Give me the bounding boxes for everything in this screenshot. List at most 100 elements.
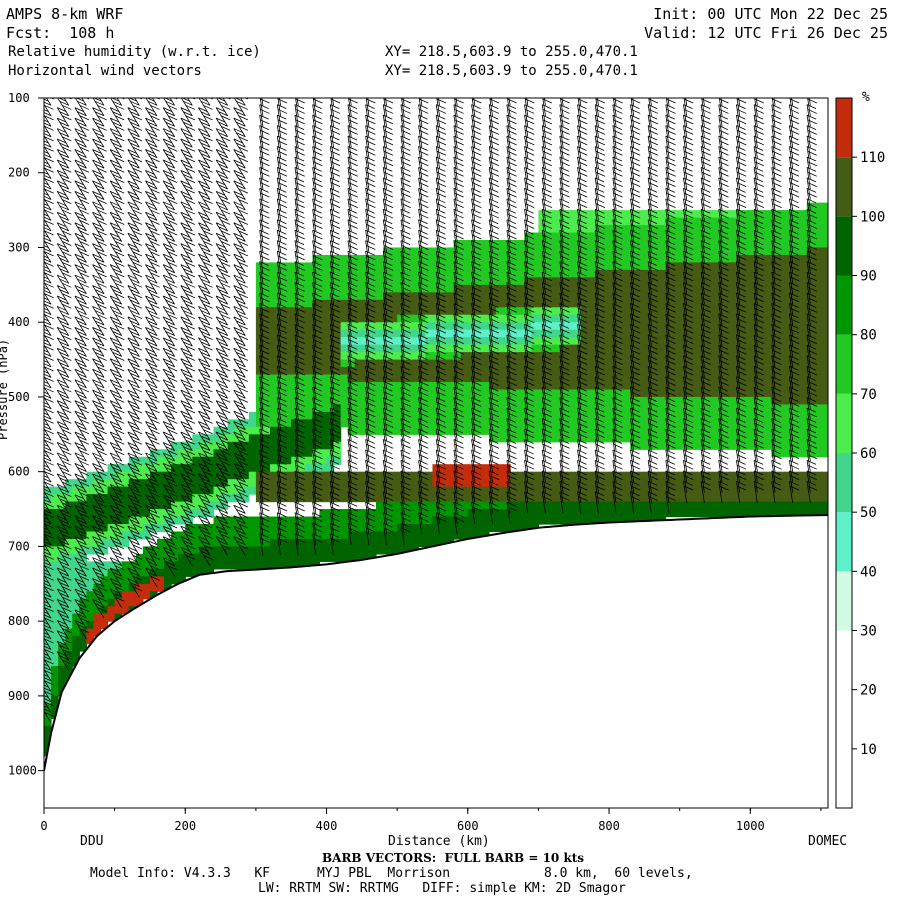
rh-cell bbox=[552, 486, 561, 495]
rh-cell bbox=[764, 225, 773, 234]
rh-cell bbox=[778, 217, 787, 226]
rh-cell bbox=[453, 344, 462, 353]
barb-staff bbox=[92, 546, 105, 567]
barb-flag bbox=[62, 513, 72, 518]
rh-cell bbox=[573, 225, 582, 234]
rh-cell bbox=[587, 516, 596, 525]
rh-cell bbox=[100, 516, 109, 525]
rh-cell bbox=[722, 486, 730, 495]
barb-staff bbox=[92, 505, 105, 525]
rh-cell bbox=[298, 269, 306, 278]
rh-cell bbox=[93, 591, 102, 600]
wind-barb bbox=[109, 431, 125, 451]
barb-staff bbox=[74, 243, 87, 263]
rh-cell bbox=[820, 247, 828, 256]
rh-cell bbox=[234, 553, 243, 562]
rh-cell bbox=[397, 262, 405, 271]
rh-cell bbox=[813, 299, 822, 308]
rh-cell bbox=[333, 367, 342, 376]
rh-cell bbox=[51, 621, 59, 630]
rh-cell bbox=[799, 434, 808, 443]
rh-cell bbox=[262, 426, 271, 435]
barb-staff bbox=[92, 327, 105, 347]
rh-cell bbox=[743, 486, 751, 495]
rh-cell bbox=[566, 232, 575, 241]
rh-cell bbox=[750, 434, 758, 443]
rh-cell bbox=[361, 359, 370, 368]
wind-barb bbox=[74, 609, 90, 629]
rh-cell bbox=[185, 524, 193, 533]
rh-cell bbox=[241, 538, 250, 548]
rh-cell bbox=[651, 329, 660, 338]
rh-cell bbox=[319, 337, 328, 346]
rh-cell bbox=[651, 509, 660, 518]
barb-staff bbox=[74, 348, 87, 368]
rh-cell bbox=[644, 411, 653, 420]
rh-cell bbox=[644, 367, 653, 376]
rh-cell bbox=[510, 367, 518, 376]
rh-cell bbox=[262, 441, 271, 450]
rh-cell bbox=[693, 307, 702, 316]
rh-cell bbox=[100, 598, 109, 607]
barb-staff bbox=[56, 400, 70, 420]
rh-cell bbox=[312, 329, 321, 338]
rh-cell bbox=[623, 232, 631, 241]
barb-flag bbox=[44, 603, 52, 608]
barb-flag bbox=[115, 450, 125, 456]
rh-cell bbox=[799, 232, 808, 241]
rh-cell bbox=[65, 666, 73, 675]
barb-flag bbox=[112, 540, 122, 546]
rh-cell bbox=[277, 471, 285, 480]
wind-barb bbox=[74, 599, 90, 619]
barb-flag bbox=[57, 222, 67, 228]
rh-cell bbox=[361, 337, 370, 346]
barb-flag bbox=[59, 519, 69, 525]
rh-cell bbox=[446, 419, 455, 428]
rh-cell bbox=[460, 389, 469, 398]
rh-cell bbox=[333, 419, 342, 428]
rh-cell bbox=[637, 501, 645, 510]
rh-cell bbox=[700, 367, 709, 376]
barb-staff bbox=[109, 232, 123, 253]
barb-flag bbox=[94, 592, 105, 598]
rh-cell bbox=[743, 262, 751, 271]
rh-cell bbox=[566, 329, 575, 338]
rh-cell bbox=[65, 479, 73, 488]
barb-flag bbox=[92, 400, 102, 405]
rh-cell bbox=[100, 531, 109, 540]
rh-cell bbox=[291, 367, 299, 376]
rh-cell bbox=[665, 411, 674, 420]
rh-cell bbox=[644, 292, 653, 301]
rh-cell bbox=[93, 501, 102, 510]
rh-cell bbox=[785, 329, 794, 338]
barb-flag bbox=[59, 456, 69, 462]
rh-cell bbox=[270, 344, 278, 353]
wind-barb bbox=[56, 149, 72, 169]
rh-cell bbox=[637, 329, 645, 338]
rh-cell bbox=[637, 277, 645, 286]
rh-cell bbox=[580, 277, 589, 286]
barb-staff bbox=[92, 107, 105, 127]
rh-cell bbox=[333, 277, 342, 286]
rh-cell bbox=[820, 367, 828, 376]
rh-cell bbox=[799, 337, 808, 346]
barb-flag bbox=[44, 562, 52, 567]
barb-flag bbox=[62, 544, 72, 550]
rh-cell bbox=[785, 292, 794, 301]
barb-staff bbox=[134, 98, 140, 106]
rh-cell bbox=[616, 284, 624, 293]
rh-cell bbox=[354, 486, 363, 495]
rh-cell bbox=[693, 419, 702, 428]
barb-staff bbox=[56, 557, 70, 577]
rh-cell bbox=[453, 254, 462, 264]
barb-flag bbox=[44, 624, 52, 629]
barb-staff bbox=[63, 98, 70, 106]
rh-cell bbox=[651, 426, 660, 435]
rh-cell bbox=[601, 434, 610, 443]
rh-cell bbox=[552, 404, 561, 413]
rh-cell bbox=[432, 531, 441, 540]
rh-cell bbox=[354, 538, 363, 548]
rh-cell bbox=[284, 456, 292, 465]
barb-flag bbox=[79, 607, 90, 613]
barb-flag bbox=[79, 125, 90, 131]
